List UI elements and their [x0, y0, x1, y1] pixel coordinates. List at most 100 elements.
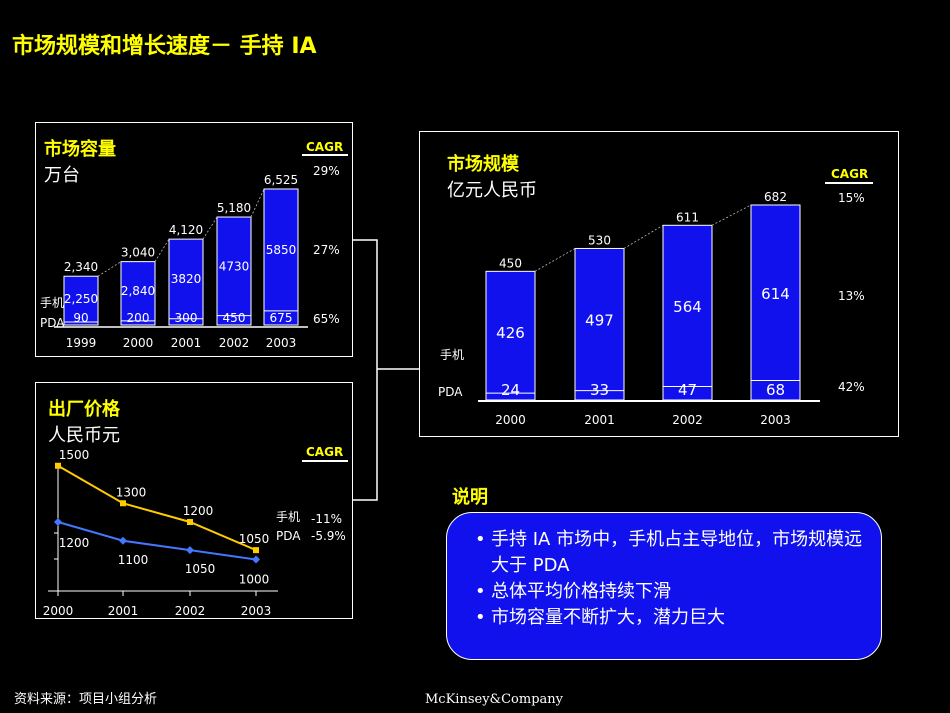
- pda-value-label: 33: [590, 381, 609, 399]
- volume-cagr-underline: [302, 154, 348, 156]
- size-panel: 市场规模 亿元人民币 CAGR 450 426 24 2000 530 497 33 2001…: [419, 131, 899, 437]
- x-tick-label: 2001: [108, 604, 139, 618]
- phone-value-label: 5850: [266, 243, 297, 257]
- connector-bracket: [353, 239, 420, 501]
- pda-value-label: 90: [73, 311, 88, 325]
- volume-title: 市场容量: [44, 139, 116, 160]
- price-cagr-underline: [302, 460, 348, 462]
- legend-label-pda: PDA: [438, 385, 463, 399]
- price-unit: 人民币元: [48, 425, 120, 446]
- phone-value-label: 614: [761, 285, 790, 303]
- phone-price-label: 1200: [183, 504, 214, 518]
- x-tick-label: 2001: [584, 413, 615, 427]
- cagr-phone: -11%: [311, 512, 342, 526]
- legend-label-pda: PDA: [40, 316, 65, 330]
- phone-price-point: [187, 519, 193, 525]
- pda-price-label: 1050: [185, 562, 216, 576]
- volume-unit: 万台: [44, 165, 80, 186]
- bar-segment-phone: [63, 275, 99, 326]
- pda-value-label: 450: [223, 311, 246, 325]
- bar-segment-phone: [216, 216, 252, 326]
- phone-value-label: 2,250: [64, 292, 98, 306]
- note-item: 总体平均价格持续下滑: [475, 579, 867, 605]
- x-tick-label: 2002: [175, 604, 206, 618]
- price-title: 出厂价格: [48, 399, 120, 420]
- pda-price-label: 1100: [118, 553, 149, 567]
- pda-price-label: 1000: [239, 573, 270, 587]
- phone-price-label: 1500: [59, 448, 90, 462]
- total-label: 2,340: [64, 260, 98, 274]
- cagr-phone: 13%: [838, 289, 865, 303]
- total-label: 682: [764, 190, 787, 204]
- price-panel: 出厂价格 人民币元 CAGR 2000 2001 2002 2003 1500 1300 1…: [35, 382, 353, 619]
- legend-label-pda: PDA: [276, 529, 301, 543]
- pda-value-label: 24: [501, 381, 520, 399]
- volume-chart: 2,340 2,250 90 1999 3,040 2,840 200 2000 4,120 38…: [40, 164, 340, 350]
- total-label: 450: [499, 256, 522, 270]
- total-label: 5,180: [217, 201, 251, 215]
- pda-price-label: 1200: [59, 536, 90, 550]
- bar-segment-phone: [574, 247, 625, 401]
- pda-value-label: 200: [127, 311, 150, 325]
- cagr-total: 29%: [313, 164, 340, 178]
- volume-cagr-header: CAGR: [306, 140, 344, 154]
- cagr-pda: 65%: [313, 312, 340, 326]
- notes-title: 说明: [452, 487, 488, 508]
- phone-value-label: 497: [585, 312, 614, 330]
- phone-price-label: 1050: [239, 532, 270, 546]
- page-title: 市场规模和增长速度－ 手持 IA: [12, 34, 317, 59]
- phone-price-point: [55, 462, 61, 469]
- cagr-pda: -5.9%: [311, 529, 346, 543]
- bar-segment-phone: [263, 188, 299, 326]
- pda-value-label: 675: [270, 311, 293, 325]
- pda-value-label: 300: [175, 311, 198, 325]
- pda-price-point: [252, 555, 260, 564]
- phone-price-label: 1300: [116, 485, 147, 499]
- phone-price-point: [253, 547, 259, 554]
- growth-connector: [202, 216, 218, 240]
- phone-value-label: 3820: [171, 272, 202, 286]
- x-tick-label: 2002: [219, 336, 250, 350]
- cagr-pda: 42%: [838, 380, 865, 394]
- pda-price-point: [119, 536, 127, 545]
- size-cagr-header: CAGR: [831, 167, 869, 181]
- growth-connector: [154, 238, 170, 262]
- pda-price-point: [186, 546, 194, 555]
- phone-value-label: 426: [496, 324, 525, 342]
- volume-panel: 市场容量 万台 CAGR 2,340 2,250 90 1999 3,040 2,840 2…: [35, 122, 353, 357]
- pda-value-label: 47: [678, 381, 697, 399]
- phone-price-point: [120, 500, 126, 507]
- growth-connector: [711, 204, 752, 226]
- bar-segment-phone: [485, 270, 536, 401]
- x-tick-label: 2000: [43, 604, 74, 618]
- total-label: 6,525: [264, 173, 298, 187]
- pda-value-label: 68: [766, 381, 785, 399]
- notes-box: 手持 IA 市场中，手机占主导地位，市场规模远大于 PDA 总体平均价格持续下滑…: [446, 512, 882, 660]
- phone-value-label: 564: [673, 298, 702, 316]
- growth-connector: [250, 188, 265, 218]
- cagr-phone: 27%: [313, 243, 340, 257]
- size-unit: 亿元人民币: [447, 180, 537, 201]
- note-item: 手持 IA 市场中，手机占主导地位，市场规模远大于 PDA: [475, 527, 867, 579]
- size-title: 市场规模: [447, 154, 519, 175]
- total-label: 4,120: [169, 223, 203, 237]
- size-cagr-underline: [825, 182, 873, 184]
- bar-segment-phone: [168, 238, 204, 326]
- growth-connector: [623, 224, 664, 249]
- source-note: 资料来源：项目小组分析: [14, 692, 158, 707]
- total-label: 530: [588, 233, 611, 247]
- x-tick-label: 2003: [266, 336, 297, 350]
- growth-connector: [534, 248, 576, 272]
- x-tick-label: 2002: [672, 413, 703, 427]
- legend-label-phone: 手机: [40, 296, 64, 310]
- legend-label-phone: 手机: [440, 348, 464, 362]
- bar-segment-phone: [120, 261, 156, 326]
- company-logo: McKinsey&Company: [425, 692, 564, 707]
- x-tick-label: 2003: [241, 604, 272, 618]
- cagr-total: 15%: [838, 191, 865, 205]
- x-tick-label: 2003: [760, 413, 791, 427]
- pda-price-point: [54, 518, 62, 526]
- x-tick-label: 2000: [495, 413, 526, 427]
- pda-price-line: [57, 521, 257, 561]
